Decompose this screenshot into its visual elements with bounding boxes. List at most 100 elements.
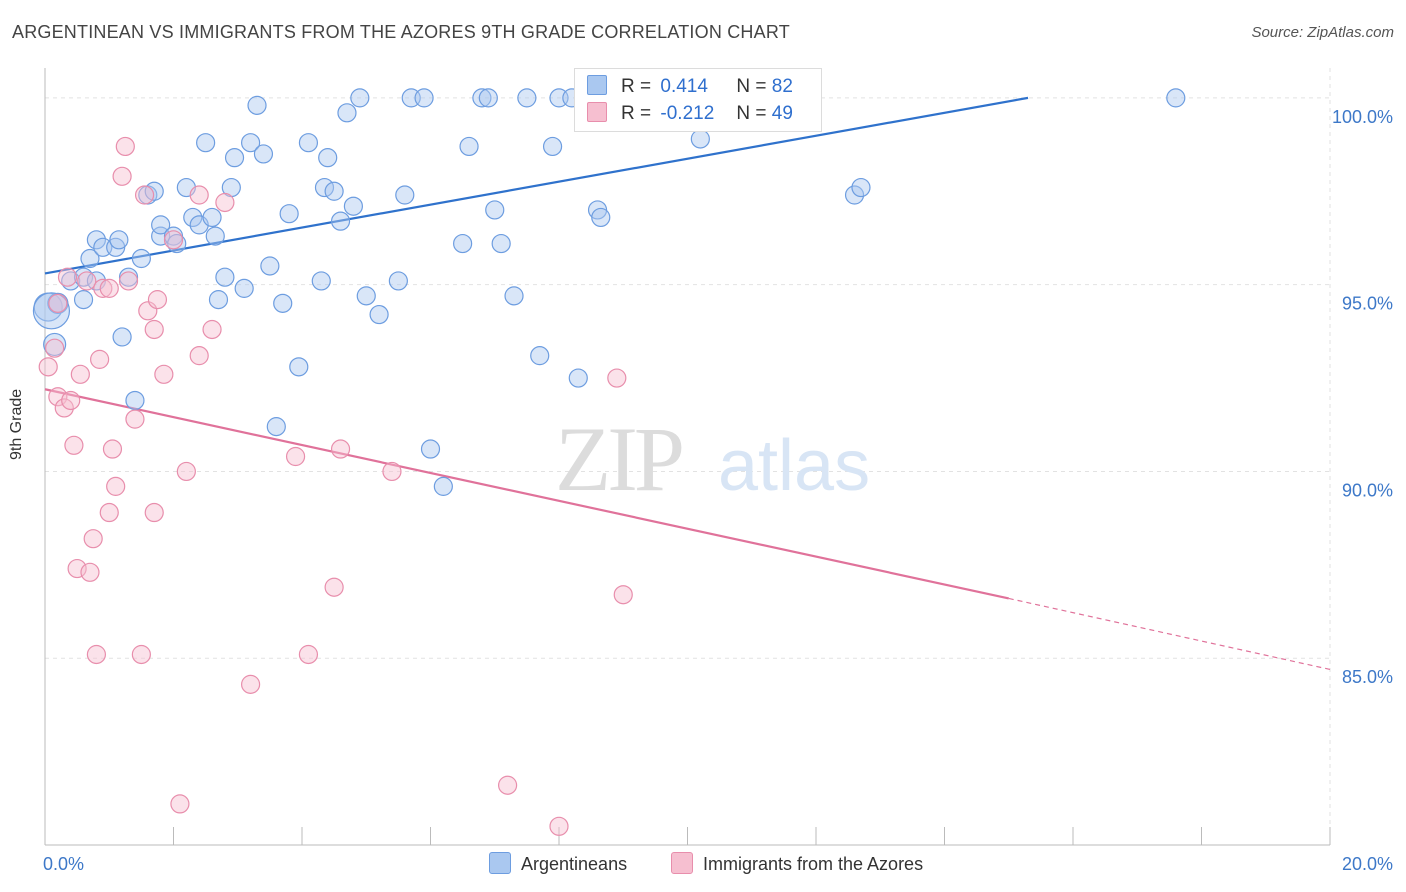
point-azores (147, 290, 168, 310)
y-tick-label: 95.0% (1342, 294, 1393, 314)
point-azores (99, 502, 119, 523)
point-argentineans (542, 136, 563, 157)
point-argentineans (414, 88, 434, 108)
point-argentineans (330, 211, 351, 231)
point-azores (549, 816, 569, 836)
legend-r-label: R = (621, 76, 652, 97)
point-argentineans (234, 278, 254, 298)
bottom-legend-azores: Immigrants from the Azores (671, 852, 923, 875)
point-argentineans (851, 177, 871, 198)
point-argentineans (1166, 88, 1186, 108)
legend-n-label: N = (736, 103, 767, 124)
point-argentineans (241, 133, 261, 153)
point-argentineans (844, 185, 865, 205)
point-argentineans (202, 207, 222, 228)
point-argentineans (266, 417, 286, 437)
y-tick-label: 100.0% (1332, 107, 1393, 127)
watermark-zip: ZIP (555, 408, 682, 510)
point-argentineans (591, 207, 611, 228)
point-argentineans (125, 390, 145, 411)
point-azores (202, 319, 222, 340)
bottom-legend-label: Immigrants from the Azores (703, 854, 924, 874)
trendline-azores (44, 388, 1009, 600)
point-azores (90, 349, 110, 369)
bottom-legend-argentineans: Argentineans (489, 852, 627, 875)
point-argentineans (324, 181, 344, 201)
point-argentineans (453, 233, 473, 254)
point-azores (144, 319, 164, 340)
point-argentineans (183, 207, 203, 228)
x-tick-label: 0.0% (43, 854, 84, 874)
point-argentineans (151, 215, 171, 235)
point-azores (170, 794, 190, 814)
point-argentineans (568, 368, 588, 388)
point-argentineans (73, 267, 94, 287)
point-azores (118, 271, 139, 291)
point-azores (241, 674, 261, 694)
point-azores (48, 387, 68, 407)
source-label: Source: ZipAtlas.com (1251, 24, 1394, 41)
point-azores (80, 562, 100, 582)
point-azores (86, 644, 107, 665)
bottom-legend-label: Argentineans (521, 854, 628, 874)
point-azores (112, 166, 132, 186)
point-azores (215, 192, 235, 213)
trendline-argentineans (44, 96, 1029, 275)
point-azores (189, 185, 209, 205)
point-argentineans (420, 439, 441, 459)
point-azores (613, 585, 633, 605)
chart-title: ARGENTINEAN VS IMMIGRANTS FROM THE AZORE… (12, 22, 790, 42)
point-argentineans (314, 177, 335, 198)
point-argentineans (485, 200, 505, 220)
watermark-atlas: atlas (718, 426, 870, 506)
y-tick-label: 90.0% (1342, 480, 1393, 500)
point-azores (189, 346, 209, 366)
point-azores (607, 368, 627, 388)
point-argentineans (388, 271, 408, 291)
point-argentineans (337, 103, 357, 123)
point-argentineans (144, 181, 164, 201)
point-argentineans (167, 233, 187, 254)
point-azores (106, 476, 126, 496)
point-azores (324, 577, 344, 597)
point-azores (93, 278, 113, 298)
point-argentineans (253, 144, 274, 164)
point-azores (48, 293, 68, 313)
point-argentineans (196, 133, 216, 153)
point-azores (102, 439, 123, 459)
trendline-azores-extension (1008, 597, 1331, 671)
axes (44, 68, 1331, 846)
legend-swatch-blue (587, 75, 607, 95)
point-argentineans (247, 95, 267, 115)
point-azores (70, 364, 90, 384)
point-argentineans (279, 204, 299, 224)
point-argentineans (215, 267, 235, 287)
point-argentineans (369, 304, 389, 325)
point-azores (67, 558, 87, 579)
point-azores (298, 644, 319, 665)
point-azores (45, 338, 65, 358)
correlation-legend: R = 0.414 N = 82 R = -0.212 N = 49 (574, 68, 822, 132)
point-argentineans (273, 293, 293, 313)
legend-n-value: 49 (771, 103, 793, 124)
point-argentineans (109, 230, 129, 250)
legend-n-label: N = (736, 76, 767, 97)
point-azores (125, 409, 145, 429)
point-azores (498, 775, 518, 795)
point-azores (54, 398, 74, 418)
point-argentineans (86, 230, 107, 250)
point-azores (382, 461, 402, 482)
point-azores (57, 267, 78, 287)
point-azores (115, 136, 135, 157)
point-argentineans (395, 185, 415, 205)
point-azores (163, 230, 184, 250)
point-argentineans (343, 196, 363, 216)
point-azores (330, 439, 351, 459)
point-argentineans (356, 286, 376, 306)
x-tick-label: 20.0% (1342, 854, 1393, 874)
point-azores (77, 271, 97, 291)
point-argentineans (131, 248, 151, 269)
point-azores (131, 644, 151, 665)
point-argentineans (289, 357, 309, 377)
point-argentineans (478, 88, 498, 108)
